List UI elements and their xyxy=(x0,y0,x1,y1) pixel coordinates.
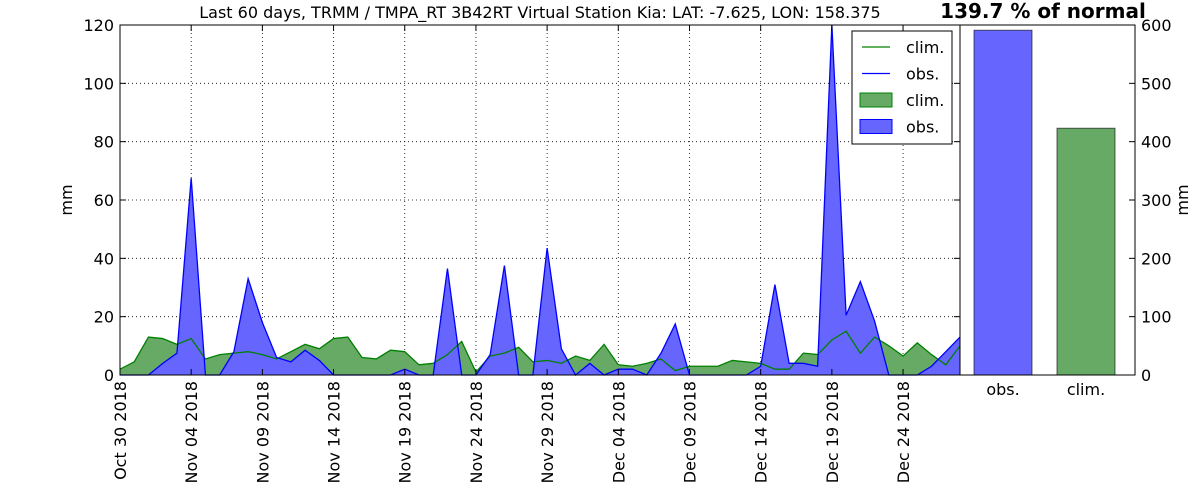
x-tick-label: Nov 04 2018 xyxy=(182,381,201,483)
side-panel: 0 100 200 300 400 500 600 obs. clim. 139.7 % of… xyxy=(940,0,1192,399)
main-x-ticks: Oct 30 2018 Nov 04 2018 Nov 09 2018 Nov 14 … xyxy=(111,25,913,483)
x-tick-label: Dec 19 2018 xyxy=(823,381,842,483)
obs-area xyxy=(120,25,960,375)
x-tick-label: Dec 04 2018 xyxy=(609,381,628,483)
side-x-tick-label: clim. xyxy=(1067,380,1105,399)
main-y-axis-label: mm xyxy=(57,184,76,215)
chart-title: Last 60 days, TRMM / TMPA_RT 3B42RT Virt… xyxy=(199,3,880,23)
clim-area xyxy=(120,331,960,375)
side-y-tick-label: 400 xyxy=(1141,133,1172,152)
x-tick-label: Nov 14 2018 xyxy=(325,381,344,483)
percent-of-normal-title: 139.7 % of normal xyxy=(940,0,1146,23)
side-x-tick-label: obs. xyxy=(986,380,1019,399)
x-tick-label: Dec 24 2018 xyxy=(894,381,913,483)
legend-label: obs. xyxy=(906,65,939,84)
x-tick-label: Nov 29 2018 xyxy=(538,381,557,483)
side-y-tick-label: 600 xyxy=(1141,16,1172,35)
y-tick-label: 60 xyxy=(94,191,114,210)
side-x-ticks: obs. clim. xyxy=(986,380,1105,399)
x-tick-label: Dec 14 2018 xyxy=(752,381,771,483)
side-y-axis-label: mm xyxy=(1173,184,1192,215)
main-y-ticks: 0 20 40 60 80 100 120 xyxy=(83,16,960,385)
clim-total-bar xyxy=(1056,127,1116,376)
y-tick-label: 40 xyxy=(94,249,114,268)
x-tick-label: Oct 30 2018 xyxy=(111,381,130,480)
legend-label: clim. xyxy=(906,91,944,110)
side-y-tick-label: 100 xyxy=(1141,308,1172,327)
side-y-tick-label: 200 xyxy=(1141,249,1172,268)
x-tick-label: Dec 09 2018 xyxy=(680,381,699,483)
legend-obs-area-swatch xyxy=(859,119,893,134)
side-y-tick-label: 0 xyxy=(1141,366,1151,385)
y-tick-label: 100 xyxy=(83,74,114,93)
legend: clim. obs. clim. obs. xyxy=(851,30,953,145)
legend-label: clim. xyxy=(906,38,944,57)
side-bars xyxy=(973,29,1116,376)
y-tick-label: 120 xyxy=(83,16,114,35)
legend-label: obs. xyxy=(906,118,939,137)
legend-clim-area-swatch xyxy=(859,92,893,108)
main-lines xyxy=(119,24,961,377)
side-y-ticks: 0 100 200 300 400 500 600 xyxy=(1129,16,1172,385)
side-y-tick-label: 500 xyxy=(1141,74,1172,93)
side-y-tick-label: 300 xyxy=(1141,191,1172,210)
y-tick-label: 80 xyxy=(94,133,114,152)
y-tick-label: 0 xyxy=(104,366,114,385)
obs-line xyxy=(120,24,961,377)
clim-line xyxy=(119,330,961,374)
x-tick-label: Nov 24 2018 xyxy=(467,381,486,483)
y-tick-label: 20 xyxy=(94,308,114,327)
x-tick-label: Nov 09 2018 xyxy=(253,381,272,483)
main-areas xyxy=(120,25,960,375)
obs-total-bar xyxy=(973,29,1033,376)
main-panel: 0 20 40 60 80 100 120 Oct 30 2018 Nov 04 2018 No… xyxy=(57,3,961,483)
x-tick-label: Nov 19 2018 xyxy=(396,381,415,483)
